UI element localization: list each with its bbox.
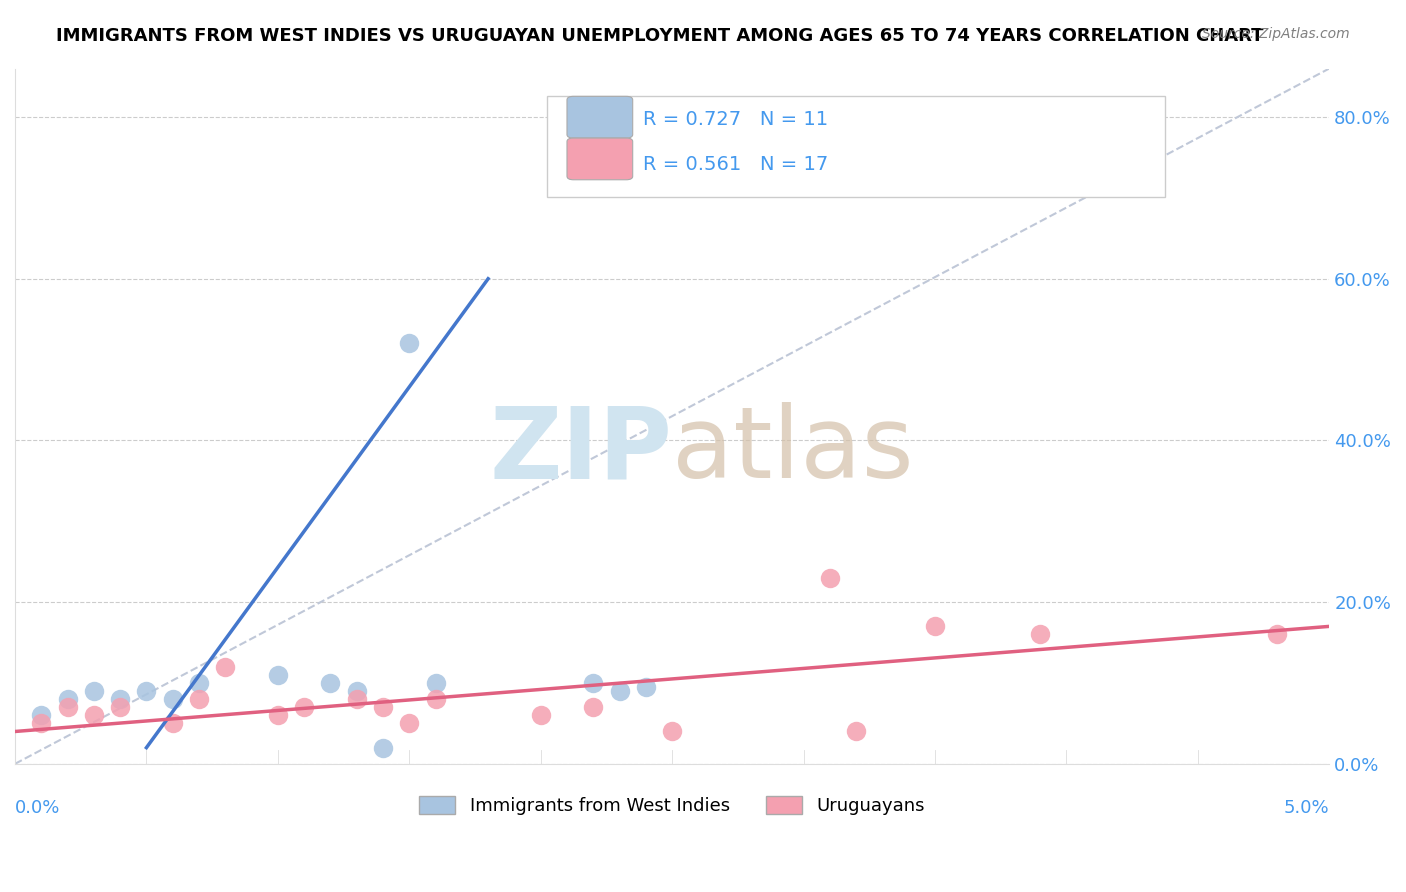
Text: Source: ZipAtlas.com: Source: ZipAtlas.com [1202,27,1350,41]
Text: 5.0%: 5.0% [1284,798,1329,816]
FancyBboxPatch shape [567,96,633,138]
Text: 0.0%: 0.0% [15,798,60,816]
Text: atlas: atlas [672,402,914,500]
Text: ZIP: ZIP [489,402,672,500]
Text: R = 0.727   N = 11: R = 0.727 N = 11 [643,111,828,129]
FancyBboxPatch shape [547,96,1166,197]
Text: R = 0.561   N = 17: R = 0.561 N = 17 [643,155,828,175]
Text: IMMIGRANTS FROM WEST INDIES VS URUGUAYAN UNEMPLOYMENT AMONG AGES 65 TO 74 YEARS : IMMIGRANTS FROM WEST INDIES VS URUGUAYAN… [56,27,1264,45]
FancyBboxPatch shape [567,138,633,180]
Legend: Immigrants from West Indies, Uruguayans: Immigrants from West Indies, Uruguayans [411,787,934,824]
